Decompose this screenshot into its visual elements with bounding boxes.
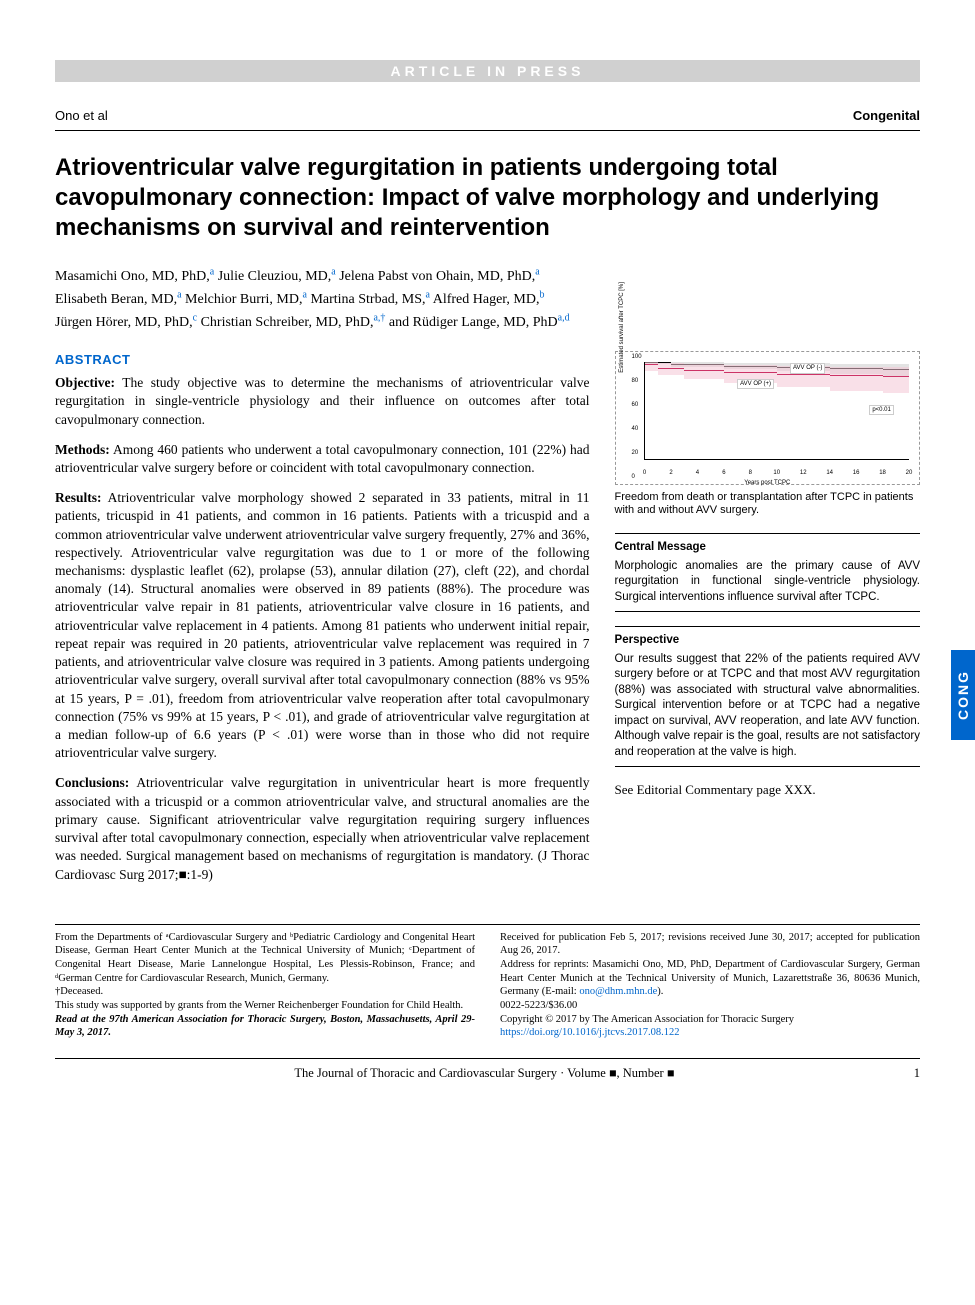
methods-text: Among 460 patients who underwent a total… (55, 442, 590, 475)
results-label: Results: (55, 490, 102, 505)
read-at-note: Read at the 97th American Association fo… (55, 1013, 475, 1040)
author-list: Masamichi Ono, MD, PhD,a Julie Cleuziou,… (55, 265, 920, 333)
abstract-heading: ABSTRACT (55, 351, 590, 369)
article-in-press-bar: ARTICLE IN PRESS (55, 60, 920, 82)
author-affiliation: a (535, 267, 539, 278)
author: Elisabeth Beran, MD,a (55, 292, 182, 307)
article-title: Atrioventricular valve regurgitation in … (55, 153, 920, 243)
author-affiliation: a (177, 289, 181, 300)
page-footer: The Journal of Thoracic and Cardiovascul… (55, 1065, 920, 1082)
abstract-column: ABSTRACT Objective: The study objective … (55, 351, 590, 896)
reprints-note: Address for reprints: Masamichi Ono, MD,… (500, 958, 920, 999)
results-text: Atrioventricular valve morphology showed… (55, 490, 590, 760)
abstract-methods: Methods: Among 460 patients who underwen… (55, 441, 590, 477)
copyright-note: Copyright © 2017 by The American Associa… (500, 1013, 920, 1027)
header-rule (55, 130, 920, 131)
author: Julie Cleuziou, MD,a (214, 269, 336, 284)
footnote-right: Received for publication Feb 5, 2017; re… (500, 931, 920, 1040)
abstract-conclusions: Conclusions: Atrioventricular valve regu… (55, 774, 590, 883)
abstract-objective: Objective: The study objective was to de… (55, 374, 590, 429)
doi-link[interactable]: https://doi.org/10.1016/j.jtcvs.2017.08.… (500, 1027, 679, 1038)
running-header: Ono et al Congenital (55, 107, 920, 125)
perspective-title: Perspective (615, 633, 920, 649)
survival-chart: AVV OP (-)AVV OP (+)p<0.0102040608010002… (615, 351, 920, 485)
abstract-results: Results: Atrioventricular valve morpholo… (55, 489, 590, 762)
author: Jelena Pabst von Ohain, MD, PhD,a (336, 269, 540, 284)
author: Christian Schreiber, MD, PhD,a,† (197, 315, 385, 330)
reprints-end: ). (657, 986, 663, 997)
central-message-box: Central Message Morphologic anomalies ar… (615, 533, 920, 612)
author: Alfred Hager, MD,b (430, 292, 544, 307)
figure-caption: Freedom from death or transplantation af… (615, 491, 920, 519)
objective-label: Objective: (55, 375, 115, 390)
author: Masamichi Ono, MD, PhD,a (55, 269, 214, 284)
perspective-body: Our results suggest that 22% of the pati… (615, 652, 920, 761)
footer-rule (55, 1058, 920, 1059)
editorial-commentary-link: See Editorial Commentary page XXX. (615, 781, 920, 799)
sidebar-column: AVV OP (-)AVV OP (+)p<0.0102040608010002… (615, 351, 920, 896)
perspective-box: Perspective Our results suggest that 22%… (615, 626, 920, 767)
author-affiliation: a,† (373, 312, 385, 323)
section-tab-cong: CONG (951, 650, 975, 740)
footnotes: From the Departments of ᵃCardiovascular … (55, 931, 920, 1040)
deceased-note: †Deceased. (55, 985, 475, 999)
central-message-body: Morphologic anomalies are the primary ca… (615, 559, 920, 606)
received-note: Received for publication Feb 5, 2017; re… (500, 931, 920, 958)
conclusions-text: Atrioventricular valve regurgitation in … (55, 775, 590, 881)
author-affiliation: a,d (558, 312, 570, 323)
footnote-left: From the Departments of ᵃCardiovascular … (55, 931, 475, 1040)
author: Jürgen Hörer, MD, PhD,c (55, 315, 197, 330)
central-message-title: Central Message (615, 540, 920, 556)
author: Melchior Burri, MD,a (182, 292, 307, 307)
reprints-text: Address for reprints: Masamichi Ono, MD,… (500, 959, 920, 997)
journal-citation: The Journal of Thoracic and Cardiovascul… (294, 1065, 674, 1082)
header-left: Ono et al (55, 107, 108, 125)
footnote-rule (55, 924, 920, 925)
author: Martina Strbad, MS,a (307, 292, 430, 307)
header-right: Congenital (853, 107, 920, 125)
author-affiliation: b (539, 289, 544, 300)
page-number: 1 (914, 1065, 920, 1082)
author: and Rüdiger Lange, MD, PhDa,d (385, 315, 569, 330)
methods-label: Methods: (55, 442, 110, 457)
objective-text: The study objective was to determine the… (55, 375, 590, 426)
issn-note: 0022-5223/$36.00 (500, 999, 920, 1013)
conclusions-label: Conclusions: (55, 775, 129, 790)
affiliations: From the Departments of ᵃCardiovascular … (55, 931, 475, 986)
funding-note: This study was supported by grants from … (55, 999, 475, 1013)
reprints-email-link[interactable]: ono@dhm.mhn.de (579, 986, 657, 997)
